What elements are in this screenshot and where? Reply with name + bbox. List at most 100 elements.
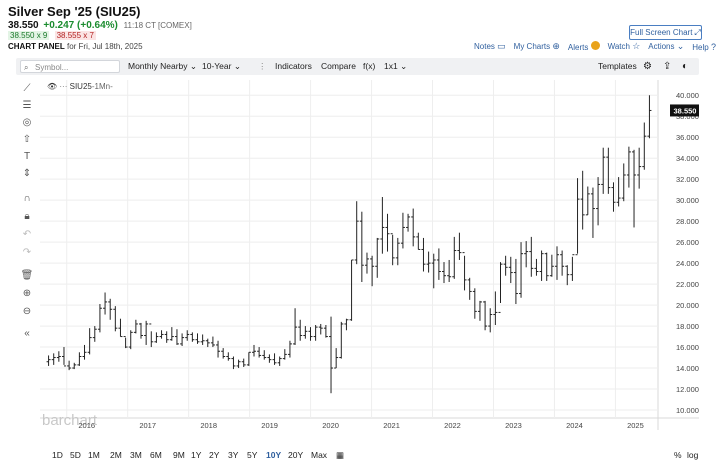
watch-link[interactable]: Watch ☆ xyxy=(608,41,641,52)
star-icon: ☆ xyxy=(632,41,641,51)
log-toggle[interactable]: log xyxy=(687,450,699,460)
period-button-2m[interactable]: 2M xyxy=(110,450,122,460)
barchart-watermark: barchart xyxy=(42,412,98,429)
measure-tool-icon[interactable]: ⇕ xyxy=(22,168,32,179)
ohlc-bar xyxy=(108,298,113,320)
period-button-20y[interactable]: 20Y xyxy=(288,450,304,460)
fibonacci-tool-icon[interactable]: ☰ xyxy=(22,100,32,111)
ohlc-bar xyxy=(318,323,323,335)
chevron-down-icon: ⌄ xyxy=(400,61,408,71)
more-icon[interactable]: ··· xyxy=(59,82,68,91)
line-tool-icon[interactable]: ⟋ xyxy=(23,83,31,94)
shape-tool-icon[interactable]: ◎ xyxy=(22,117,32,128)
ohlc-bar xyxy=(544,252,549,281)
y-tick-label: 18.000 xyxy=(676,322,699,331)
collapse-icon[interactable]: « xyxy=(24,328,30,339)
ohlc-bar xyxy=(519,242,524,298)
zoom-out-icon[interactable]: ⊖ xyxy=(22,306,32,317)
ohlc-bar xyxy=(616,177,621,207)
period-button-9m[interactable]: 9M xyxy=(173,450,185,460)
lock-icon[interactable]: 🔒︎ xyxy=(24,211,30,222)
ohlc-bar xyxy=(144,320,149,345)
ohlc-bar xyxy=(400,212,405,249)
trash-icon[interactable]: 🗑︎ xyxy=(20,270,34,281)
period-button-10y[interactable]: 10Y xyxy=(266,450,282,460)
ohlc-bar xyxy=(103,292,108,315)
calendar-icon[interactable]: ▦ xyxy=(336,450,345,460)
drawing-tools-button[interactable]: ⋮ xyxy=(258,61,267,71)
y-tick-label: 14.000 xyxy=(676,364,699,373)
period-button-2y[interactable]: 2Y xyxy=(209,450,220,460)
range-label: 10-Year xyxy=(202,61,232,71)
ohlc-bar xyxy=(231,356,236,370)
ohlc-bar xyxy=(493,291,498,326)
function-button[interactable]: f(x) xyxy=(363,61,376,71)
ohlc-bar xyxy=(529,236,534,277)
chart-grid xyxy=(40,80,699,430)
price-chart[interactable]: barchart 10.000 12.000 14.000 16.000 18.000 2… xyxy=(40,80,699,430)
y-tick-label: 30.000 xyxy=(676,196,699,205)
quote-time: 11:18 CT [COMEX] xyxy=(123,21,192,30)
ohlc-bar xyxy=(380,197,385,254)
last-price: 38.550 xyxy=(8,20,39,31)
magnet-icon[interactable]: ∩ xyxy=(23,193,31,204)
y-tick-label: 32.000 xyxy=(676,175,699,184)
legend-interval: -1Mn- xyxy=(91,82,113,91)
range-select[interactable]: 10-Year ⌄ xyxy=(202,58,241,75)
full-screen-label: Full Screen Chart xyxy=(630,28,693,37)
period-select[interactable]: Monthly Nearby ⌄ xyxy=(128,58,197,75)
watch-label: Watch xyxy=(607,42,630,51)
undo-icon[interactable]: ↶ xyxy=(22,229,32,240)
full-screen-chart-button[interactable]: Full Screen Chart ⤢ xyxy=(629,25,702,40)
percent-toggle[interactable]: % xyxy=(674,450,682,460)
period-button-3m[interactable]: 3M xyxy=(130,450,142,460)
ohlc-bar xyxy=(436,248,441,280)
symbol-search-input[interactable]: ⌕ Symbol... xyxy=(20,60,120,73)
period-button-5y[interactable]: 5Y xyxy=(247,450,258,460)
ohlc-bar xyxy=(472,288,477,319)
period-button-1m[interactable]: 1M xyxy=(88,450,100,460)
period-button-1d[interactable]: 1D xyxy=(52,450,63,460)
period-button-max[interactable]: Max xyxy=(311,450,328,460)
period-button-3y[interactable]: 3Y xyxy=(228,450,239,460)
ohlc-bar xyxy=(580,170,585,230)
notes-label: Notes xyxy=(474,42,495,51)
help-link[interactable]: Help ? xyxy=(692,42,716,52)
ohlc-bar xyxy=(139,322,144,339)
period-button-1y[interactable]: 1Y xyxy=(191,450,202,460)
ohlc-bar xyxy=(246,351,251,366)
ohlc-bar xyxy=(298,319,303,341)
notes-link[interactable]: Notes ▭ xyxy=(474,41,506,52)
actions-menu[interactable]: Actions ⌄ xyxy=(648,41,684,52)
x-tick-label: 2022 xyxy=(444,421,461,430)
my-charts-link[interactable]: My Charts ⊕ xyxy=(514,41,560,52)
templates-button[interactable]: Templates xyxy=(598,61,637,71)
ohlc-bar xyxy=(87,328,92,355)
notes-icon: ▭ xyxy=(497,41,506,51)
period-button-5d[interactable]: 5D xyxy=(70,450,81,460)
ohlc-bar xyxy=(51,353,56,365)
alerts-link[interactable]: Alerts xyxy=(568,41,600,52)
ohlc-bar xyxy=(118,318,123,338)
zoom-in-icon[interactable]: ⊕ xyxy=(22,288,32,299)
ohlc-bar xyxy=(267,354,272,363)
text-tool-icon[interactable]: T xyxy=(23,151,31,162)
chart-legend: 👁︎ ··· SIU25-1Mn- xyxy=(47,82,113,91)
arrow-tool-icon[interactable]: ⇧ xyxy=(22,134,32,145)
ohlc-bar xyxy=(621,163,626,202)
eye-icon[interactable]: 👁︎ xyxy=(47,82,58,91)
ohlc-bar xyxy=(539,250,544,281)
ohlc-bar xyxy=(313,325,318,341)
redo-icon[interactable]: ↷ xyxy=(22,247,32,258)
bid-ask: 38.550 x 9 38.555 x 7 xyxy=(8,31,96,40)
indicators-button[interactable]: Indicators xyxy=(275,61,312,71)
ohlc-bar xyxy=(349,259,354,321)
period-button-6m[interactable]: 6M xyxy=(150,450,162,460)
settings-gear-icon[interactable]: ⚙ xyxy=(643,61,652,72)
layout-select[interactable]: 1x1 ⌄ xyxy=(384,58,407,75)
compare-button[interactable]: Compare xyxy=(321,61,356,71)
x-tick-label: 2019 xyxy=(261,421,278,430)
ohlc-bar xyxy=(72,362,77,370)
share-icon[interactable]: ⇪ xyxy=(663,61,672,72)
dark-mode-icon[interactable]: ◐ xyxy=(682,61,689,72)
